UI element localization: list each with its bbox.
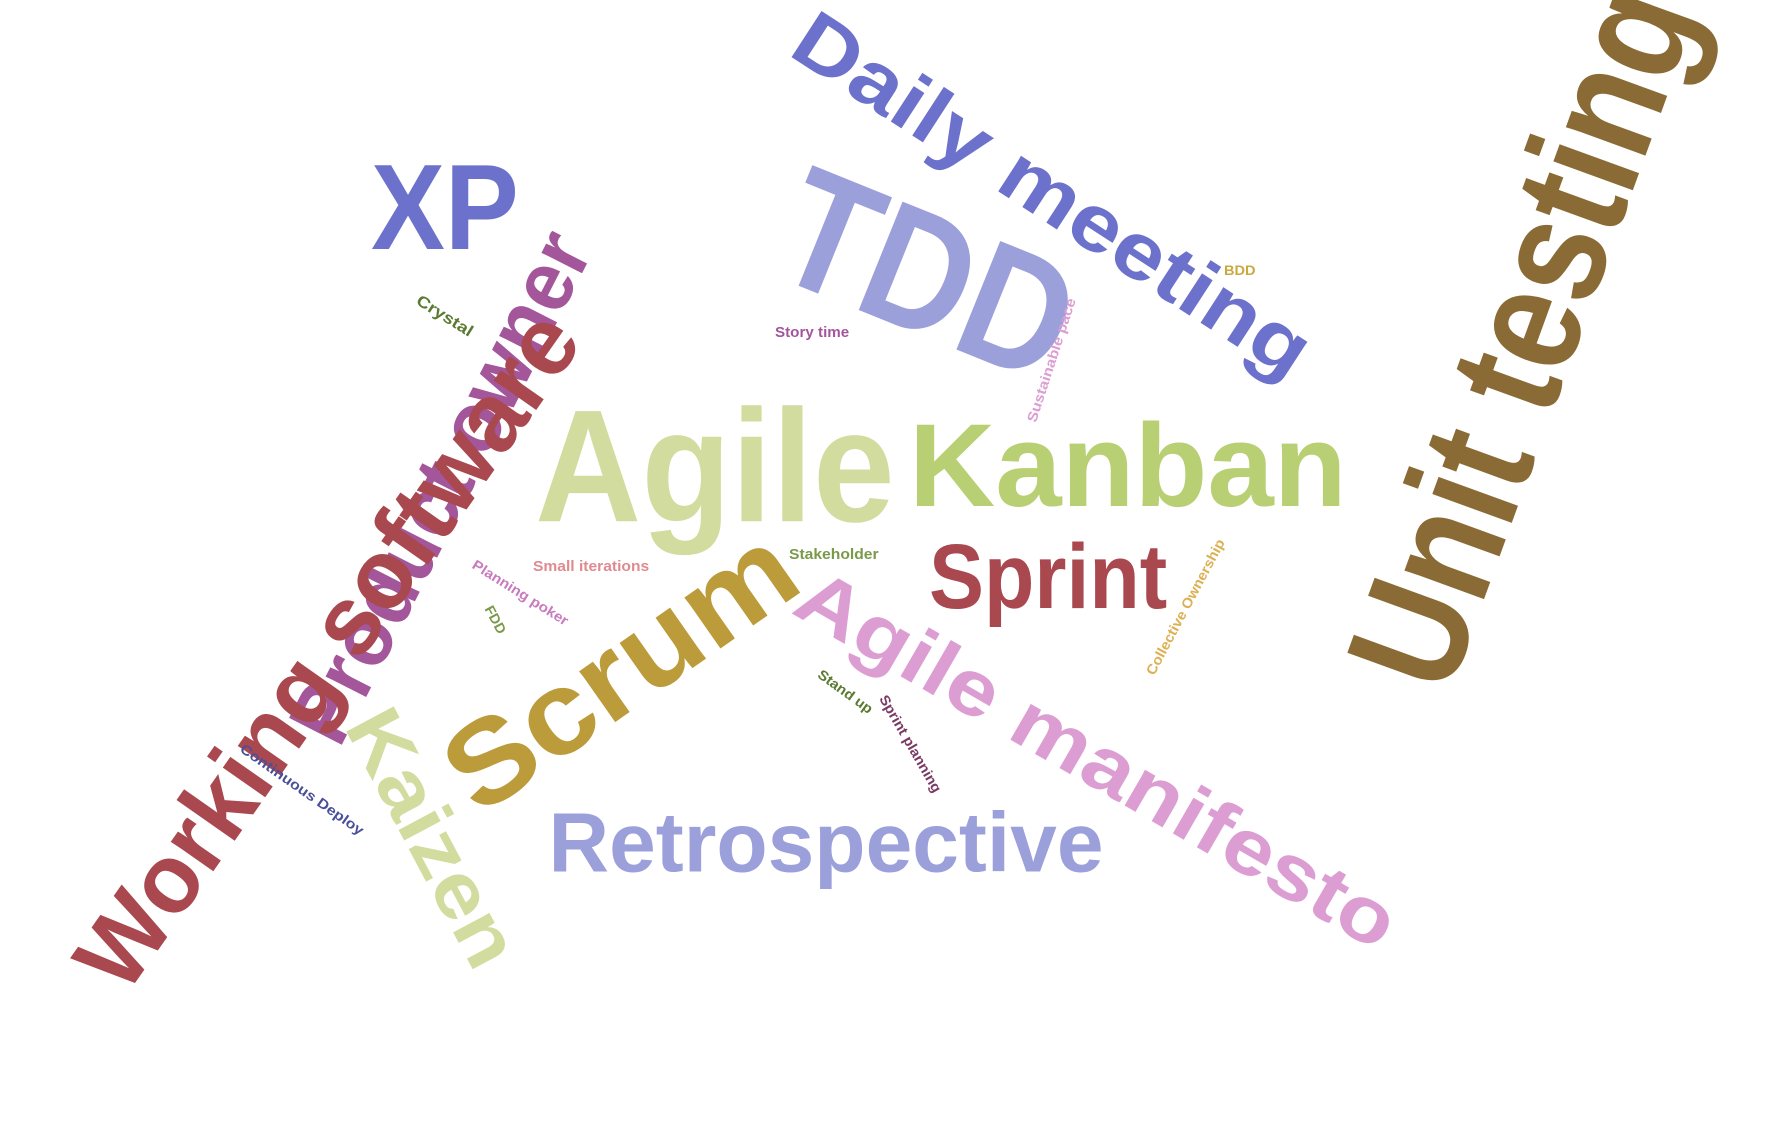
- word-retrospective: Retrospective: [548, 795, 1104, 890]
- word-working-software: Working software: [52, 290, 602, 1010]
- word-sprint: Sprint: [929, 524, 1168, 628]
- word-fdd: FDD: [480, 603, 509, 637]
- word-unit-testing: Unit testing: [1312, 0, 1730, 710]
- word-story-time: Story time: [775, 324, 850, 341]
- word-crystal: Crystal: [413, 291, 477, 341]
- word-stakeholder: Stakeholder: [789, 546, 879, 563]
- word-bdd: BDD: [1224, 263, 1256, 279]
- word-kanban: Kanban: [909, 400, 1347, 532]
- word-agile: Agile: [535, 376, 895, 556]
- word-xp: XP: [371, 139, 519, 276]
- word-small-iterations: Small iterations: [533, 558, 650, 575]
- word-scrum: Scrum: [418, 501, 822, 839]
